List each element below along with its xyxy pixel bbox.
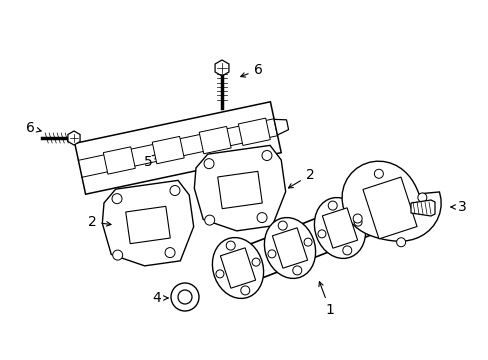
Polygon shape [217,171,262,209]
Circle shape [374,169,383,178]
Polygon shape [75,102,281,194]
Circle shape [251,258,260,266]
Circle shape [203,159,214,168]
Polygon shape [272,228,307,268]
Circle shape [292,266,301,275]
Text: 5: 5 [143,154,157,169]
Circle shape [165,248,175,258]
Polygon shape [362,177,416,239]
Circle shape [317,230,325,238]
Circle shape [267,250,275,258]
Circle shape [278,221,286,230]
Polygon shape [103,147,135,174]
Circle shape [226,241,235,250]
Circle shape [304,238,311,246]
Circle shape [216,270,224,278]
Polygon shape [125,206,170,244]
Polygon shape [152,136,184,164]
Text: 2: 2 [288,168,314,188]
Polygon shape [341,161,440,241]
Circle shape [352,214,362,223]
Polygon shape [220,248,255,288]
Text: 4: 4 [152,291,168,305]
Polygon shape [314,198,365,258]
Circle shape [112,250,122,260]
Circle shape [327,201,337,210]
Circle shape [417,193,426,202]
Text: 6: 6 [240,63,262,77]
Circle shape [353,218,361,226]
Circle shape [204,215,214,225]
Circle shape [112,194,122,204]
Text: 6: 6 [25,121,41,135]
Polygon shape [322,208,357,248]
Circle shape [257,213,266,222]
Polygon shape [264,218,315,278]
Text: 1: 1 [318,282,334,317]
Circle shape [262,150,271,161]
Circle shape [342,246,351,255]
Polygon shape [194,145,285,231]
Polygon shape [212,238,263,298]
Text: 2: 2 [87,215,111,229]
Circle shape [240,286,249,295]
Polygon shape [102,180,193,266]
Polygon shape [274,120,288,135]
Polygon shape [238,118,270,145]
Polygon shape [199,126,231,154]
Circle shape [170,185,180,195]
Circle shape [178,290,192,304]
Polygon shape [215,60,228,76]
Circle shape [171,283,199,311]
Polygon shape [68,131,80,145]
Text: 3: 3 [450,200,466,214]
Circle shape [396,238,405,247]
Polygon shape [410,200,434,216]
